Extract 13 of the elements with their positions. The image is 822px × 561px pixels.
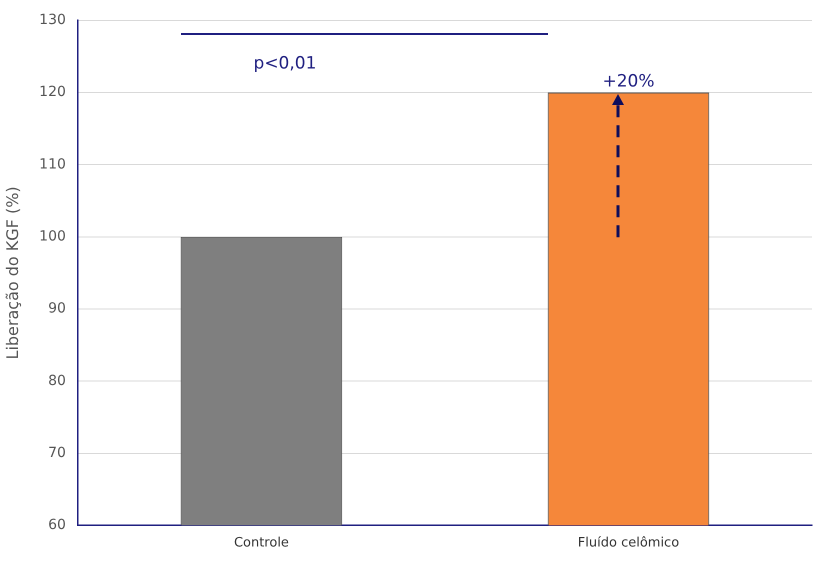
x-tick-label: Fluído celômico <box>578 536 680 551</box>
y-tick-label: 110 <box>39 156 66 172</box>
y-tick-label: 60 <box>48 517 66 534</box>
y-tick-label: 120 <box>39 84 66 100</box>
y-tick-label: 130 <box>39 12 66 28</box>
y-tick-label: 80 <box>48 372 66 389</box>
y-tick-label: 90 <box>48 300 66 317</box>
annotation: +20% <box>602 71 654 92</box>
annotation: p<0,01 <box>254 53 316 74</box>
y-tick-label: 70 <box>48 444 66 461</box>
x-tick-label: Controle <box>234 536 289 551</box>
y-tick-label: 100 <box>39 228 66 244</box>
y-axis-title: Liberação do KGF (%) <box>2 186 22 360</box>
